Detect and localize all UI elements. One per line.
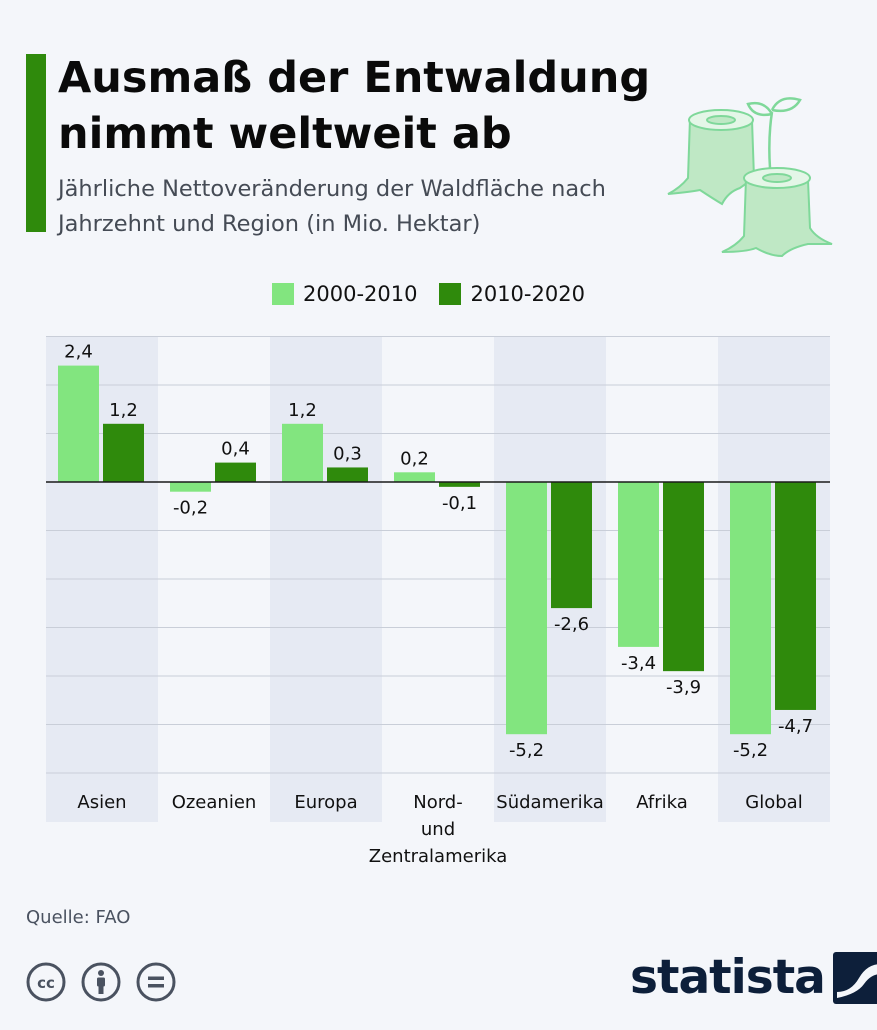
attribution-icon: [81, 962, 121, 1002]
statista-logo: statista: [630, 950, 877, 1005]
legend-swatch-dark: [439, 283, 462, 305]
chart-subtitle: Jährliche Nettoveränderung der Waldfläch…: [58, 176, 606, 237]
data-label: 0,2: [400, 448, 429, 469]
data-label: -3,4: [621, 653, 656, 674]
data-label: -3,9: [666, 677, 701, 698]
bar: [551, 482, 592, 609]
bar: [327, 467, 368, 482]
source-note: Quelle: FAO: [26, 907, 131, 928]
bar: [394, 472, 435, 482]
category-label: Südamerika: [496, 792, 603, 813]
data-label: -5,2: [733, 740, 768, 761]
category-label: Zentralamerika: [369, 846, 507, 867]
tree-stumps-illustration: [667, 97, 833, 258]
data-label: -0,1: [442, 493, 477, 514]
bar: [618, 482, 659, 647]
category-label: Europa: [294, 792, 357, 813]
category-label: und: [421, 819, 455, 840]
category-label: Afrika: [636, 792, 688, 813]
legend-label: 2010-2020: [470, 282, 585, 306]
bar: [58, 365, 99, 482]
category-label: Asien: [77, 792, 126, 813]
bar: [170, 482, 211, 492]
license-icons: cc: [26, 962, 191, 1002]
legend-label: 2000-2010: [303, 282, 418, 306]
data-label: 1,2: [288, 400, 317, 421]
data-label: -5,2: [509, 740, 544, 761]
bar: [775, 482, 816, 710]
data-label: 0,4: [221, 439, 250, 460]
bar: [439, 482, 480, 487]
legend-swatch-light: [272, 283, 294, 305]
data-label: 2,4: [64, 342, 93, 363]
category-label: Nord-: [413, 792, 462, 813]
category-label: Ozeanien: [172, 792, 257, 813]
data-label: 1,2: [109, 400, 138, 421]
bar: [506, 482, 547, 735]
legend-item-2000-2010: 2000-2010: [272, 282, 417, 306]
legend: 2000-2010 2010-2020: [272, 282, 607, 306]
statista-mark-icon: [832, 951, 877, 1004]
category-label: Global: [745, 792, 802, 813]
bar: [730, 482, 771, 735]
data-label: 0,3: [333, 443, 362, 464]
data-label: -4,7: [778, 716, 813, 737]
data-label: -2,6: [554, 614, 589, 635]
bar: [215, 462, 256, 482]
bar: [663, 482, 704, 672]
svg-text:cc: cc: [37, 974, 55, 992]
legend-item-2010-2020: 2010-2020: [439, 282, 585, 306]
accent-bar: [26, 54, 46, 232]
no-derivatives-icon: [136, 962, 176, 1002]
bar-chart: 2,4 1,2 Asien -0,2 0,4 Ozeanien 1,2 0,3 Europa 0,…: [46, 336, 830, 867]
cc-icon: cc: [26, 962, 66, 1002]
bar: [103, 423, 144, 482]
data-label: -0,2: [173, 498, 208, 519]
bar: [282, 423, 323, 482]
chart-title: Ausmaß der Entwaldung nimmt weltweit ab: [58, 53, 651, 159]
brand-wordmark: statista: [630, 950, 826, 1005]
